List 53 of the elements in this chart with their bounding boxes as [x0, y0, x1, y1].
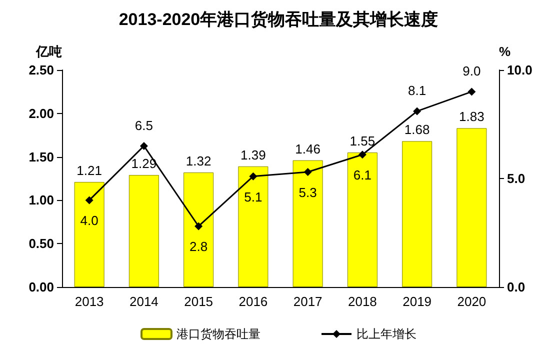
legend-label: 港口货物吞吐量	[176, 327, 260, 341]
bar	[402, 141, 432, 287]
y2-axis-title: %	[499, 44, 511, 59]
y-tick-label: 0.50	[28, 236, 54, 252]
data-label: 1.39	[240, 147, 266, 162]
bar	[184, 172, 214, 287]
point	[304, 168, 312, 176]
y2-tick-label: 0.0	[507, 280, 526, 294]
y-tick-label: 2.00	[28, 106, 54, 121]
point	[249, 172, 258, 180]
point	[194, 222, 203, 230]
x-tick-label: 2016	[238, 294, 268, 309]
y2-tick-label: 5.0	[507, 171, 526, 186]
data-label: 4.0	[80, 213, 98, 228]
y-axis-title: 亿吨	[35, 44, 62, 59]
data-label: 1.55	[350, 133, 376, 148]
data-label: 6.1	[353, 168, 372, 183]
y2-tick-label: 10.0	[507, 62, 532, 78]
data-label: 5.1	[244, 189, 262, 204]
point	[468, 88, 476, 96]
bar	[128, 175, 159, 287]
x-tick-label: 2020	[457, 294, 486, 309]
data-label: 1.21	[76, 162, 102, 178]
data-label: 1.46	[295, 141, 320, 156]
data-label: 5.3	[298, 184, 317, 200]
data-label: 8.1	[408, 83, 426, 98]
x-tick-label: 2013	[74, 294, 104, 309]
data-label: 1.32	[186, 153, 212, 168]
data-label: 9.0	[462, 64, 481, 79]
point	[413, 107, 422, 116]
y-tick-label: 0.00	[28, 280, 54, 294]
y-tick-label: 1.00	[28, 192, 54, 208]
x-tick-label: 2014	[129, 294, 158, 309]
legend-label: 比上年增长	[356, 327, 416, 341]
x-tick-label: 2017	[293, 294, 322, 309]
data-label: 1.83	[459, 109, 484, 124]
point	[85, 196, 94, 204]
x-tick-label: 2015	[184, 294, 214, 309]
y-tick-label: 1.50	[28, 149, 54, 164]
bar	[456, 128, 487, 287]
data-label: 1.68	[404, 122, 430, 138]
data-label: 2.8	[190, 239, 208, 254]
point	[140, 142, 148, 150]
x-tick-label: 2019	[402, 294, 432, 309]
bar	[238, 166, 268, 287]
point	[358, 150, 366, 159]
bar	[292, 160, 323, 287]
bar	[74, 182, 104, 287]
y-tick-label: 2.50	[28, 62, 54, 78]
data-label: 6.5	[134, 118, 153, 133]
x-tick-label: 2018	[348, 294, 377, 309]
chart-title: 2013-2020年港口货物吞吐量及其增长速度	[118, 10, 438, 29]
bar	[347, 152, 378, 287]
